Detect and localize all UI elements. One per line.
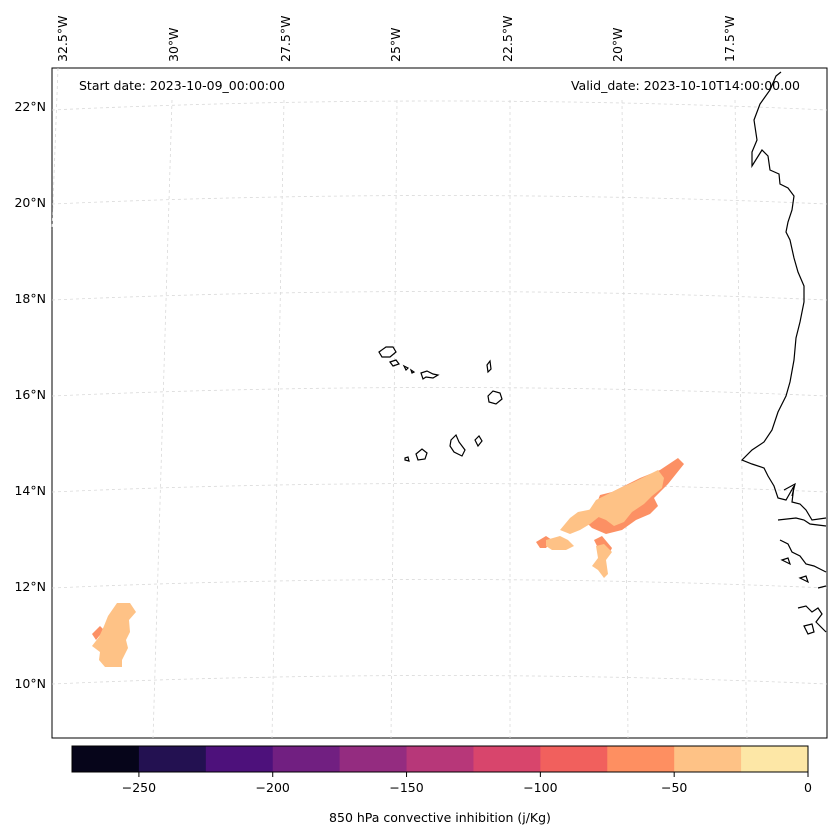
- lon-label-30w: 30°W: [166, 27, 181, 62]
- cin-region-east-core: [588, 470, 664, 526]
- coast-guinea-2: [817, 585, 827, 589]
- colorbar-bin-4: [339, 746, 408, 772]
- cin-region-west-edge: [92, 626, 104, 640]
- colorbar-tick-label: 0: [804, 780, 812, 795]
- africa-coastline: [740, 71, 827, 635]
- lon-label-27.5w: 27.5°W: [278, 16, 293, 62]
- island-sao-vicente: [389, 359, 400, 367]
- lon-label-17.5w: 17.5°W: [722, 16, 737, 62]
- colorbar-bin-3: [272, 746, 341, 772]
- lat-label-20n: 20°N: [14, 195, 46, 210]
- colorbar-tick-label: −50: [661, 780, 687, 795]
- longitude-labels: 32.5°W 30°W 27.5°W 25°W 22.5°W 20°W 17.5…: [55, 16, 737, 62]
- colorbar-bin-10: [741, 746, 809, 772]
- colorbar-label: 850 hPa convective inhibition (j/Kg): [329, 810, 551, 825]
- graticule: [51, 67, 828, 739]
- coast-gambia: [777, 517, 827, 527]
- cin-region-southwest-patch: [546, 536, 574, 550]
- island-fogo: [415, 448, 428, 461]
- lon-label-25w: 25°W: [388, 27, 403, 62]
- island-sao-nicolau: [409, 368, 416, 374]
- island-santiago: [449, 433, 466, 457]
- colorbar-tick-label: −250: [122, 780, 156, 795]
- parallel-12n: [51, 579, 828, 589]
- colorbar-bin-1: [138, 746, 207, 772]
- coast-guinea-islands: [803, 623, 815, 635]
- lat-label-14n: 14°N: [14, 483, 46, 498]
- parallel-10n: [51, 675, 828, 685]
- meridian-20w: [621, 99, 629, 739]
- map-frame: [51, 67, 828, 739]
- colorbar-tick-label: −200: [256, 780, 290, 795]
- parallel-14n: [51, 483, 828, 493]
- colorbar-bin-6: [473, 746, 541, 772]
- lat-label-16n: 16°N: [14, 387, 46, 402]
- lat-label-10n: 10°N: [14, 676, 46, 691]
- colorbar-outline: [71, 745, 809, 773]
- colorbar-bin-2: [205, 746, 274, 772]
- coast-bijagos-2: [798, 575, 810, 584]
- lon-label-20w: 20°W: [610, 27, 625, 62]
- meridian-30w: [152, 99, 173, 739]
- colorbar-ticks: −250 −200 −150 −100 −50 0: [122, 772, 812, 795]
- lon-label-22.5w: 22.5°W: [500, 16, 515, 62]
- island-sal: [486, 359, 492, 374]
- coast-bijagos-1: [780, 557, 792, 566]
- valid-date-annotation: Valid_date: 2023-10-10T14:00:00.00: [571, 78, 800, 93]
- cin-region-east-tail: [560, 508, 600, 534]
- parallel-20n: [51, 195, 828, 205]
- coast-main: [740, 71, 827, 521]
- island-brava: [404, 456, 410, 462]
- parallel-18n: [51, 291, 828, 301]
- colorbar-bin-8: [607, 746, 675, 772]
- cin-region-hook: [592, 544, 612, 578]
- lat-label-18n: 18°N: [14, 291, 46, 306]
- coast-guinea: [797, 605, 827, 633]
- coast-senegal-notch: [783, 482, 796, 497]
- island-maio: [474, 435, 483, 448]
- colorbar-tick-label: −100: [523, 780, 557, 795]
- island-boa-vista: [487, 390, 503, 405]
- colorbar-bin-5: [406, 746, 474, 772]
- latitude-labels: 22°N 20°N 18°N 16°N 14°N 12°N 10°N: [14, 99, 46, 691]
- meridian-25w: [390, 99, 398, 739]
- cin-region-west: [92, 603, 136, 667]
- colorbar-bin-7: [540, 746, 608, 772]
- meridian-17.5w: [734, 99, 748, 739]
- colorbar-bin-9: [674, 746, 742, 772]
- island-santa-luzia: [402, 364, 410, 372]
- colorbar-bin-0: [72, 746, 140, 772]
- coast-guinea-bissau: [779, 539, 827, 573]
- lat-label-12n: 12°N: [14, 579, 46, 594]
- cin-field: [92, 458, 684, 667]
- island-sao-nicolau-main: [420, 370, 440, 380]
- cape-verde-islands: [378, 346, 503, 462]
- colorbar: [72, 746, 809, 772]
- colorbar-tick-label: −150: [389, 780, 423, 795]
- start-date-annotation: Start date: 2023-10-09_00:00:00: [79, 78, 285, 93]
- parallel-16n: [51, 387, 828, 397]
- island-santo-antao: [378, 346, 397, 358]
- meridian-27.5w: [271, 99, 285, 739]
- lon-label-32.5w: 32.5°W: [55, 16, 70, 62]
- lat-label-22n: 22°N: [14, 99, 46, 114]
- parallel-22n: [51, 100, 828, 111]
